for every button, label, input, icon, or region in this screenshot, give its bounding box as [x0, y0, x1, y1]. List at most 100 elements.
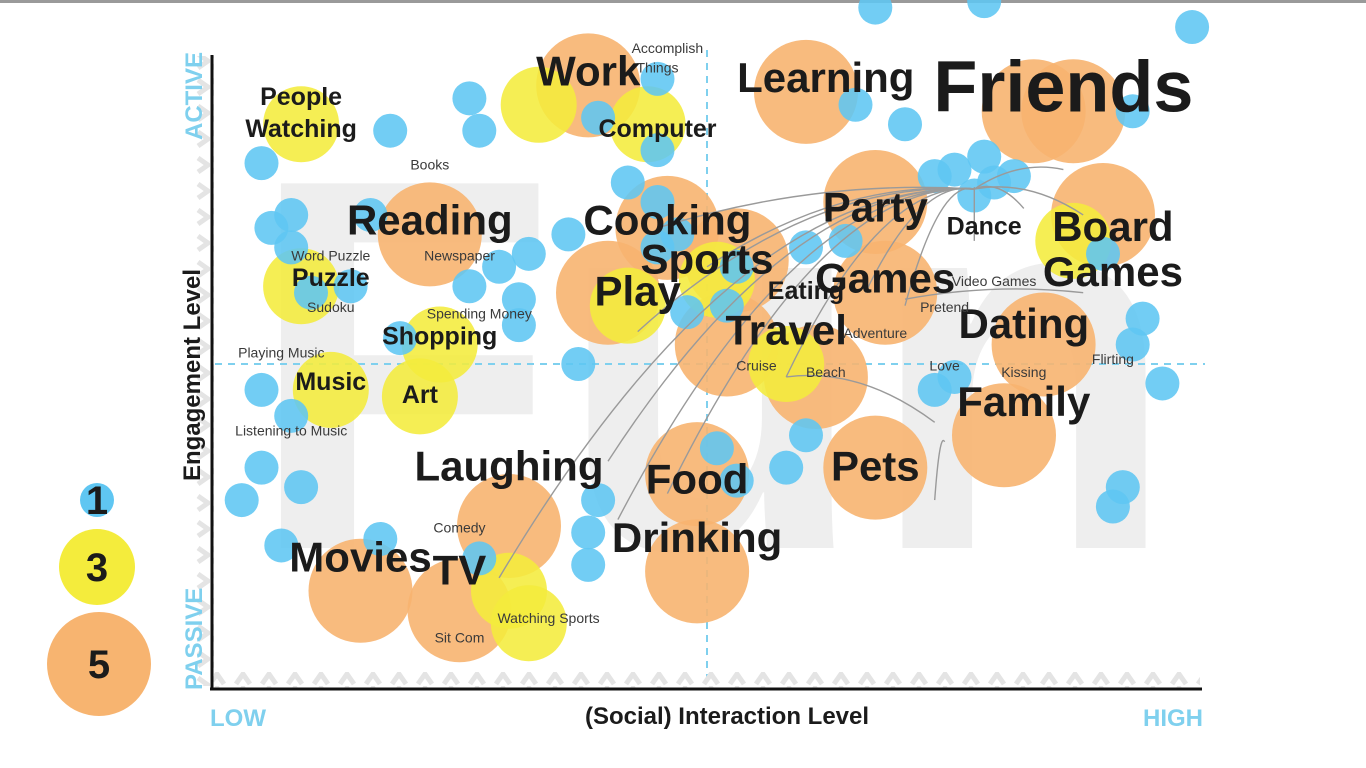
activity-label: Friends	[933, 47, 1193, 127]
activity-label: Laughing	[415, 443, 604, 490]
bubble-value-3	[589, 267, 666, 344]
activity-label: Dating	[958, 300, 1089, 347]
activity-label: Dance	[947, 212, 1022, 240]
bubble-value-1	[452, 81, 487, 116]
bubble-value-1	[561, 347, 596, 381]
activity-label: Pretend	[920, 299, 969, 315]
bubble-value-1	[1115, 94, 1150, 129]
bubble-value-1	[274, 197, 309, 232]
bubble-value-1	[640, 61, 675, 96]
bubble-value-1	[462, 113, 497, 148]
connection-line	[934, 439, 946, 501]
bubble-value-3	[500, 66, 577, 143]
bubble-value-1	[571, 515, 606, 550]
bubble-value-1	[888, 107, 922, 142]
activity-label: Drinking	[612, 514, 782, 561]
activity-label: Computer	[598, 115, 716, 143]
connection-line	[657, 186, 975, 229]
bubble-value-1	[1115, 327, 1150, 362]
connection-line	[973, 166, 1064, 190]
bubble-value-1	[967, 0, 1002, 19]
legend-label-3: 3	[86, 546, 108, 590]
activity-label: People	[260, 83, 342, 111]
activity-label: Kissing	[1001, 364, 1046, 380]
bubble-value-1	[274, 230, 309, 265]
activity-label: Watching	[245, 115, 357, 143]
activity-label: Books	[410, 157, 449, 173]
legend-swatch-1	[80, 483, 114, 517]
activity-label: Reading	[347, 196, 513, 243]
y-axis-low-label: PASSIVE	[181, 588, 208, 690]
bubble-value-1	[660, 217, 695, 252]
bubble-value-1	[274, 398, 309, 433]
activity-label: Love	[929, 357, 960, 373]
y-axis-title: Engagement Level	[179, 269, 206, 481]
bubble-value-1	[244, 146, 279, 181]
bubble-value-1	[996, 159, 1031, 194]
activity-label: Cruise	[736, 357, 777, 373]
legend-label-5: 5	[88, 643, 110, 687]
bubble-value-5	[823, 415, 928, 520]
activity-label: Family	[957, 378, 1091, 425]
bubble-value-1	[1145, 366, 1180, 401]
activity-label: Eating	[768, 277, 844, 305]
activity-label: Sudoku	[307, 299, 354, 315]
bubble-value-1	[244, 372, 279, 407]
legend-swatch-5	[47, 612, 151, 716]
bubble-value-1	[284, 470, 319, 505]
x-axis-chevron-band	[214, 672, 1200, 690]
bubble-value-1	[462, 541, 497, 576]
activity-label: Games	[1043, 248, 1183, 295]
bubble-value-1	[610, 165, 645, 200]
bubble-value-1	[1175, 10, 1210, 45]
activity-label: Shopping	[382, 323, 497, 351]
activity-label: Beach	[806, 364, 846, 380]
activity-label: TV	[433, 546, 487, 593]
bubble-value-3	[748, 326, 825, 402]
bubble-value-1	[1086, 236, 1120, 271]
activity-label: Art	[402, 381, 439, 409]
bubble-value-3	[490, 585, 567, 662]
bubble-value-1	[353, 197, 388, 232]
bubble-value-1	[828, 223, 863, 258]
activity-label: Party	[823, 183, 929, 230]
x-axis-title: (Social) Interaction Level	[585, 703, 869, 730]
activity-label: Puzzle	[292, 264, 370, 292]
bubble-value-1	[264, 528, 299, 563]
x-axis-low-label: LOW	[210, 705, 266, 732]
bubble-value-1	[581, 483, 616, 518]
legend-label-1: 1	[86, 479, 108, 523]
connection-line	[786, 374, 936, 423]
bubble-value-1	[789, 418, 823, 453]
activity-label: Watching Sports	[497, 610, 599, 626]
bubble-value-1	[333, 269, 368, 304]
activity-label: Learning	[737, 54, 914, 101]
activity-label: Video Games	[952, 273, 1037, 289]
bubble-value-5	[1021, 59, 1126, 164]
bubble-value-3	[292, 351, 369, 428]
bubble-value-3	[401, 306, 478, 383]
bubble-value-1	[363, 521, 398, 556]
activity-label: Playing Music	[238, 345, 324, 361]
bubble-value-1	[501, 308, 536, 343]
activity-label: Flirting	[1092, 351, 1134, 367]
bubble-value-1	[719, 463, 754, 498]
activity-label: Games	[815, 255, 955, 302]
activity-label: Board	[1052, 203, 1173, 250]
top-border-line	[0, 0, 1366, 3]
activity-label: Sit Com	[435, 630, 485, 646]
activity-label: Music	[295, 368, 366, 396]
bubble-value-5	[645, 519, 750, 624]
activity-label: Movies	[289, 533, 431, 580]
activity-label: Word Puzzle	[291, 247, 370, 263]
activity-label: Play	[594, 268, 681, 315]
activity-label: Listening to Music	[235, 422, 347, 438]
bubble-value-1	[640, 185, 675, 219]
bubble-value-1	[581, 100, 616, 135]
bubble-value-1	[1125, 301, 1160, 336]
bubble-value-1	[640, 133, 675, 168]
connection-line	[617, 188, 975, 520]
bubble-value-1	[699, 431, 734, 466]
bubble-value-5	[833, 240, 938, 345]
